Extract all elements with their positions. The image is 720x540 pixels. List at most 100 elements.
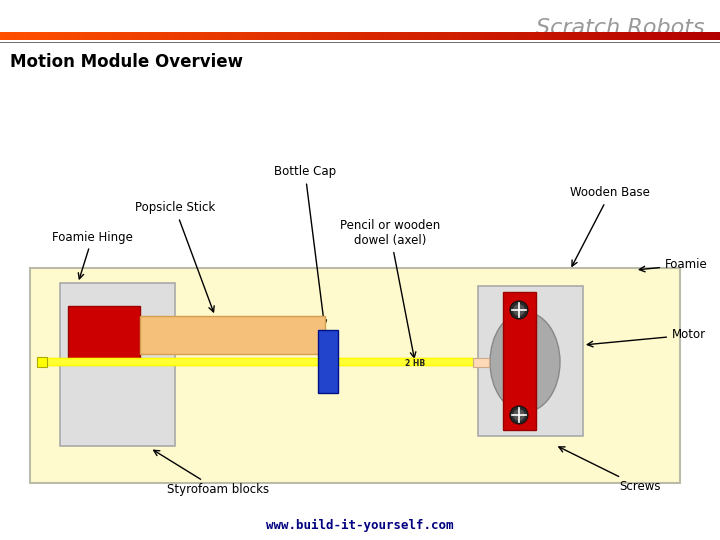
Bar <box>126 32 130 40</box>
Bar <box>277 32 281 40</box>
Bar <box>68 32 72 40</box>
Bar <box>709 32 713 40</box>
Bar <box>30 268 680 483</box>
Bar <box>130 32 133 40</box>
Text: Bottle Cap: Bottle Cap <box>274 165 336 326</box>
Bar <box>698 32 702 40</box>
Bar <box>270 32 274 40</box>
Bar <box>353 32 356 40</box>
Bar <box>281 32 284 40</box>
Bar <box>115 32 119 40</box>
Bar <box>292 32 295 40</box>
Bar <box>511 32 515 40</box>
Bar <box>702 32 706 40</box>
Text: Pencil or wooden
dowel (axel): Pencil or wooden dowel (axel) <box>340 219 440 357</box>
Bar <box>37 357 47 367</box>
Bar <box>403 32 407 40</box>
Bar <box>443 32 446 40</box>
Circle shape <box>513 409 525 421</box>
Bar <box>706 32 709 40</box>
Bar <box>648 32 652 40</box>
Bar <box>421 32 425 40</box>
Bar <box>626 32 630 40</box>
Bar <box>461 32 464 40</box>
Bar <box>173 32 176 40</box>
Bar <box>302 32 306 40</box>
Bar <box>533 32 536 40</box>
Bar <box>317 32 320 40</box>
Bar <box>598 32 601 40</box>
Bar <box>191 32 194 40</box>
Bar <box>576 32 580 40</box>
Text: Styrofoam blocks: Styrofoam blocks <box>153 450 269 496</box>
Bar <box>86 32 90 40</box>
Bar <box>500 32 504 40</box>
Bar <box>436 32 439 40</box>
Bar <box>144 32 148 40</box>
Text: Foamie: Foamie <box>639 259 708 272</box>
Bar <box>418 32 421 40</box>
Bar <box>659 32 662 40</box>
Bar <box>230 32 234 40</box>
Bar <box>310 32 313 40</box>
Bar <box>94 32 97 40</box>
Bar <box>691 32 695 40</box>
Bar <box>367 32 371 40</box>
Bar <box>61 32 65 40</box>
Bar <box>612 32 616 40</box>
Bar <box>169 32 173 40</box>
Bar <box>414 32 418 40</box>
Bar <box>328 32 331 40</box>
Bar <box>29 32 32 40</box>
Bar <box>536 32 540 40</box>
Bar <box>331 32 335 40</box>
Text: www.build-it-yourself.com: www.build-it-yourself.com <box>266 518 454 531</box>
Bar <box>432 32 436 40</box>
Bar <box>479 32 482 40</box>
Bar <box>47 32 50 40</box>
Bar <box>90 32 94 40</box>
Bar <box>364 32 367 40</box>
Bar <box>54 32 58 40</box>
Bar <box>32 32 36 40</box>
Bar <box>313 32 317 40</box>
Bar <box>198 32 202 40</box>
Bar <box>158 32 162 40</box>
Bar <box>666 32 670 40</box>
Bar <box>162 32 166 40</box>
Bar <box>151 32 155 40</box>
Bar <box>108 32 112 40</box>
Bar <box>457 32 461 40</box>
Bar <box>60 283 175 446</box>
Bar <box>288 32 292 40</box>
Bar <box>137 32 140 40</box>
Bar <box>389 32 392 40</box>
Bar <box>526 32 529 40</box>
Bar <box>306 32 310 40</box>
Bar <box>72 32 76 40</box>
Bar <box>583 32 587 40</box>
Bar <box>0 32 4 40</box>
Bar <box>472 32 475 40</box>
Text: Screws: Screws <box>559 447 661 494</box>
Bar <box>655 32 659 40</box>
Bar <box>623 32 626 40</box>
Bar <box>245 32 248 40</box>
Bar <box>338 32 342 40</box>
Bar <box>454 32 457 40</box>
Bar <box>187 32 191 40</box>
Bar <box>263 32 266 40</box>
Bar <box>216 32 220 40</box>
Bar <box>540 32 544 40</box>
Bar <box>544 32 547 40</box>
Bar <box>238 32 241 40</box>
Bar <box>616 32 619 40</box>
Bar <box>266 32 270 40</box>
Bar <box>522 32 526 40</box>
Text: Scratch Robots: Scratch Robots <box>536 18 705 38</box>
Bar <box>547 32 551 40</box>
Bar <box>40 32 43 40</box>
Bar <box>515 32 518 40</box>
Bar <box>50 32 54 40</box>
Bar <box>716 32 720 40</box>
